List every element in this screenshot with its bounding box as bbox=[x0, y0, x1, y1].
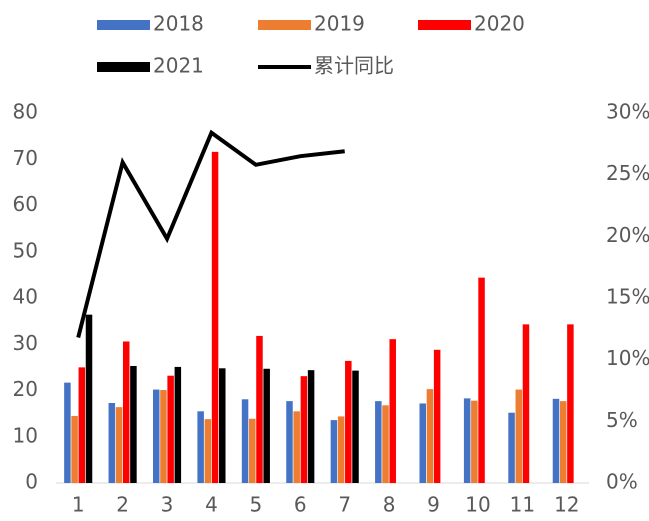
y-tick-label: 80 bbox=[13, 100, 38, 124]
legend-label: 2018 bbox=[153, 12, 204, 36]
x-tick-label: 10 bbox=[465, 493, 490, 517]
bar bbox=[375, 401, 382, 483]
bar bbox=[419, 403, 426, 483]
line-series bbox=[76, 129, 345, 338]
y-tick-label: 60 bbox=[13, 192, 38, 216]
bar bbox=[463, 398, 471, 483]
y2-tick-label: 0% bbox=[606, 470, 638, 494]
legend-label: 2021 bbox=[153, 54, 204, 78]
y-tick-label: 10 bbox=[13, 423, 38, 447]
x-tick-label: 3 bbox=[161, 493, 174, 517]
bar bbox=[115, 407, 123, 483]
y2-tick-label: 10% bbox=[606, 346, 649, 370]
x-tick-label: 6 bbox=[294, 493, 307, 517]
bar bbox=[286, 401, 293, 483]
y-tick-label: 20 bbox=[13, 377, 38, 401]
y2-tick-label: 15% bbox=[606, 285, 649, 309]
bar bbox=[160, 390, 167, 483]
bar bbox=[345, 360, 352, 483]
bar bbox=[174, 366, 182, 483]
bar bbox=[389, 339, 396, 483]
bar bbox=[204, 419, 212, 483]
bar bbox=[337, 416, 345, 483]
y2-tick-label: 5% bbox=[606, 408, 638, 432]
bar bbox=[152, 389, 160, 483]
bar bbox=[522, 324, 530, 483]
bar bbox=[219, 368, 226, 483]
bar bbox=[307, 370, 315, 483]
y-tick-label: 30 bbox=[13, 331, 38, 355]
bar bbox=[197, 411, 204, 483]
x-tick-label: 8 bbox=[383, 493, 396, 517]
legend-swatch bbox=[97, 62, 150, 72]
y2-tick-label: 30% bbox=[606, 100, 649, 124]
bar bbox=[78, 367, 86, 483]
bar bbox=[293, 411, 300, 483]
y2-tick-label: 25% bbox=[606, 161, 649, 185]
bar bbox=[122, 341, 130, 483]
bar bbox=[426, 389, 434, 483]
bar bbox=[478, 277, 485, 483]
x-tick-label: 11 bbox=[510, 493, 535, 517]
x-tick-label: 2 bbox=[116, 493, 129, 517]
bar bbox=[352, 370, 359, 483]
bar bbox=[263, 368, 270, 483]
x-tick-label: 1 bbox=[72, 493, 85, 517]
x-tick-label: 5 bbox=[250, 493, 263, 517]
legend-label: 2020 bbox=[474, 12, 525, 36]
x-tick-label: 4 bbox=[205, 493, 218, 517]
y2-tick-label: 20% bbox=[606, 223, 649, 247]
y-tick-label: 40 bbox=[13, 285, 38, 309]
bar bbox=[508, 412, 515, 483]
bar bbox=[108, 402, 116, 483]
legend-swatch bbox=[97, 20, 150, 30]
legend-label: 2019 bbox=[314, 12, 365, 36]
x-tick-label: 7 bbox=[338, 493, 351, 517]
legend-swatch bbox=[258, 20, 311, 30]
bar bbox=[515, 389, 523, 483]
bar bbox=[211, 151, 219, 483]
bar bbox=[552, 398, 560, 483]
bar bbox=[130, 365, 137, 483]
bar bbox=[71, 415, 78, 483]
bar bbox=[559, 401, 567, 483]
bar bbox=[433, 349, 441, 483]
bar bbox=[567, 324, 574, 483]
y-tick-label: 50 bbox=[13, 238, 38, 262]
x-tick-label: 12 bbox=[554, 493, 579, 517]
bar bbox=[241, 399, 249, 483]
bar bbox=[249, 418, 256, 483]
bar bbox=[64, 382, 71, 483]
bar bbox=[300, 376, 308, 483]
bar bbox=[256, 335, 263, 483]
bar bbox=[167, 375, 174, 483]
bar bbox=[85, 314, 93, 483]
bar bbox=[382, 405, 389, 483]
bar bbox=[471, 400, 478, 483]
bar bbox=[330, 420, 338, 483]
y-tick-label: 70 bbox=[13, 146, 38, 170]
y-tick-label: 0 bbox=[25, 470, 38, 494]
x-tick-label: 9 bbox=[427, 493, 440, 517]
legend-label: 累计同比 bbox=[314, 54, 394, 78]
legend-swatch bbox=[418, 20, 471, 30]
